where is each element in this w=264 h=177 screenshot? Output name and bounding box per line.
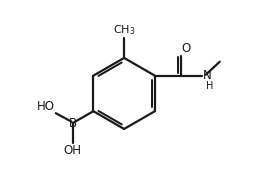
Text: N: N <box>203 69 212 82</box>
Text: HO: HO <box>37 100 55 113</box>
Text: B: B <box>69 116 77 130</box>
Text: H: H <box>206 81 213 91</box>
Text: OH: OH <box>64 144 82 157</box>
Text: CH$_3$: CH$_3$ <box>113 23 135 37</box>
Text: O: O <box>182 42 191 55</box>
